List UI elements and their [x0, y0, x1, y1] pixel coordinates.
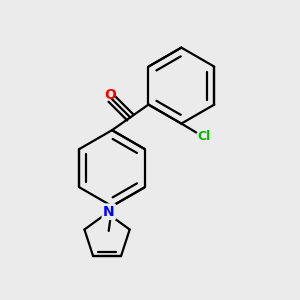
Text: O: O: [104, 88, 116, 102]
Text: N: N: [103, 205, 115, 219]
Text: N: N: [103, 205, 115, 219]
Text: Cl: Cl: [197, 130, 211, 142]
